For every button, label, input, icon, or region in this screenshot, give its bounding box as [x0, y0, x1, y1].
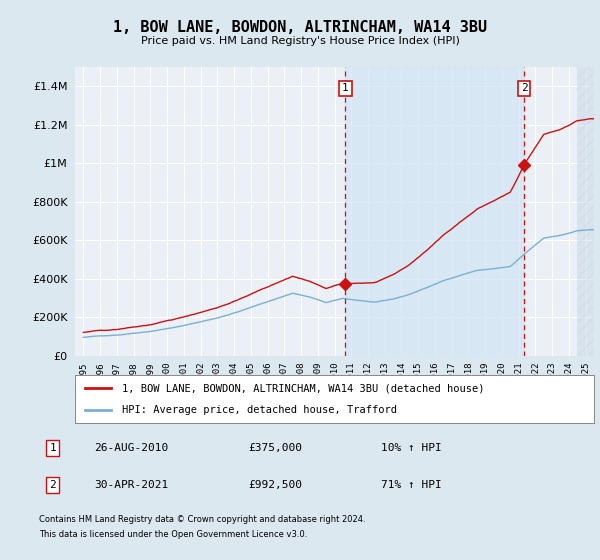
Text: This data is licensed under the Open Government Licence v3.0.: This data is licensed under the Open Gov… — [39, 530, 307, 539]
Text: 1: 1 — [49, 443, 56, 453]
Bar — [346, 67, 524, 356]
Text: 26-AUG-2010: 26-AUG-2010 — [94, 443, 169, 453]
Text: 71% ↑ HPI: 71% ↑ HPI — [381, 480, 442, 490]
Text: £375,000: £375,000 — [249, 443, 303, 453]
Text: 1, BOW LANE, BOWDON, ALTRINCHAM, WA14 3BU (detached house): 1, BOW LANE, BOWDON, ALTRINCHAM, WA14 3B… — [122, 383, 484, 393]
Text: 1, BOW LANE, BOWDON, ALTRINCHAM, WA14 3BU: 1, BOW LANE, BOWDON, ALTRINCHAM, WA14 3B… — [113, 20, 487, 35]
Text: £992,500: £992,500 — [249, 480, 303, 490]
Text: Price paid vs. HM Land Registry's House Price Index (HPI): Price paid vs. HM Land Registry's House … — [140, 36, 460, 46]
Text: 1: 1 — [342, 83, 349, 94]
Bar — [577, 67, 594, 356]
Text: 30-APR-2021: 30-APR-2021 — [94, 480, 169, 490]
Text: 10% ↑ HPI: 10% ↑ HPI — [381, 443, 442, 453]
Text: 2: 2 — [49, 480, 56, 490]
Text: 2: 2 — [521, 83, 527, 94]
Text: Contains HM Land Registry data © Crown copyright and database right 2024.: Contains HM Land Registry data © Crown c… — [39, 515, 365, 524]
Text: HPI: Average price, detached house, Trafford: HPI: Average price, detached house, Traf… — [122, 405, 397, 415]
